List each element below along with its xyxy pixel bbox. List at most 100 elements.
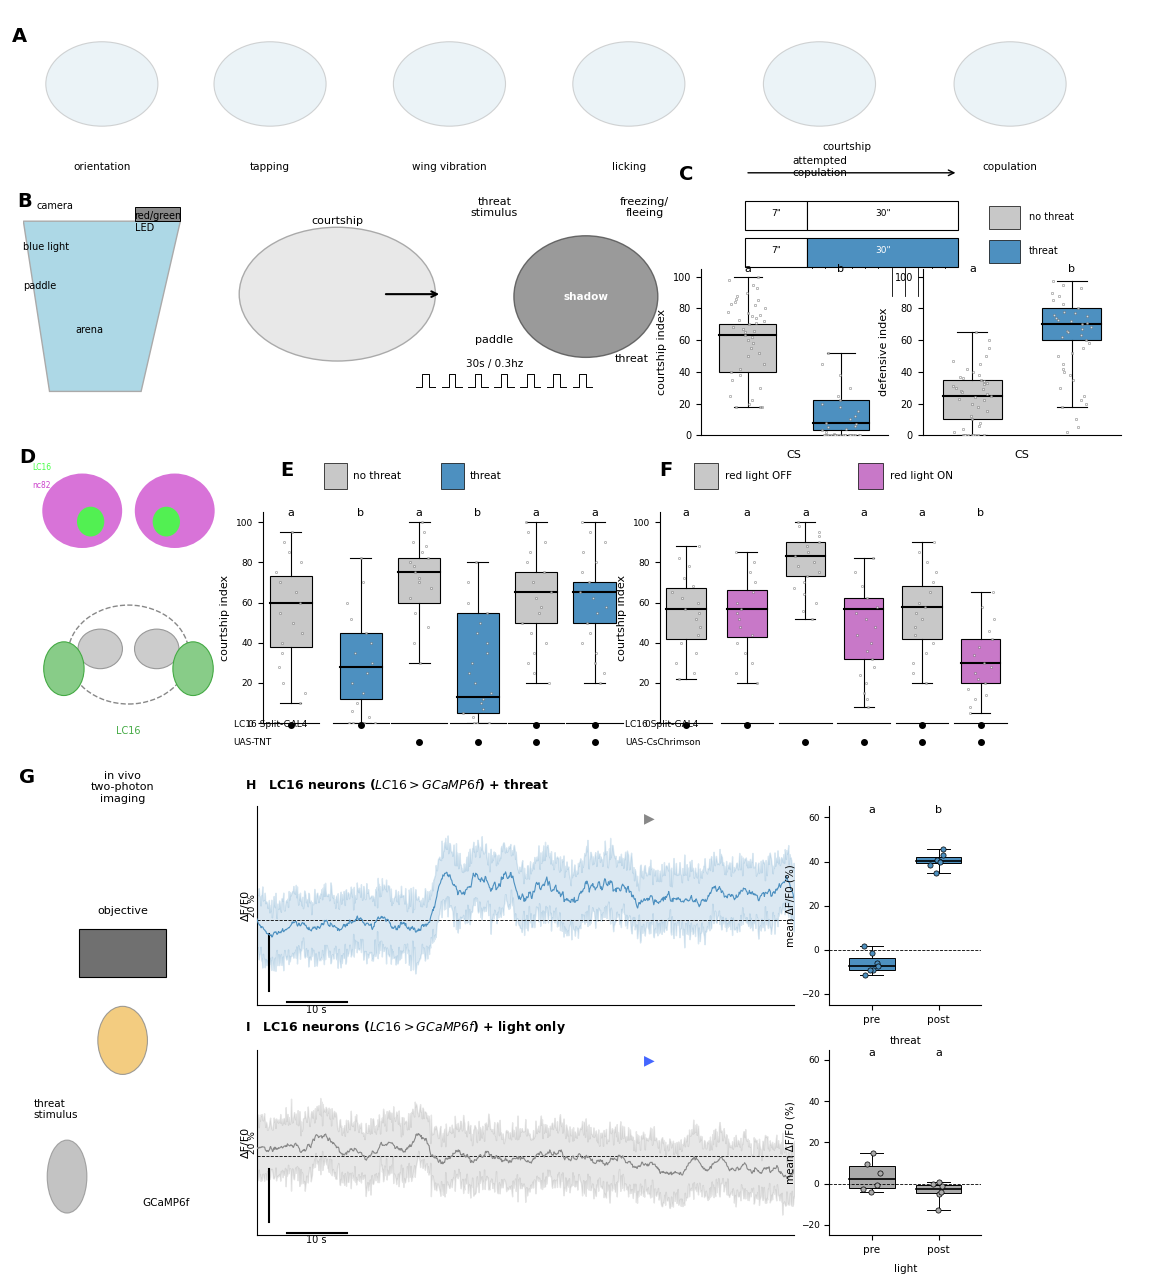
Point <box>1049 310 1068 330</box>
Point <box>819 343 837 364</box>
Bar <box>398 558 440 603</box>
Point <box>751 305 770 325</box>
Point <box>410 568 429 589</box>
Point <box>1069 298 1087 319</box>
Point <box>749 266 767 287</box>
Point <box>728 593 746 613</box>
Point <box>850 425 869 445</box>
Text: red light OFF: red light OFF <box>725 471 792 481</box>
Text: b: b <box>837 264 844 274</box>
Point <box>926 562 945 582</box>
Point <box>857 689 876 709</box>
Point <box>929 1199 947 1220</box>
Point <box>738 303 757 324</box>
Text: courtship: courtship <box>312 215 363 225</box>
Text: threat: threat <box>470 471 502 481</box>
Point <box>338 593 356 613</box>
Point <box>950 389 968 410</box>
Bar <box>989 239 1021 262</box>
Point <box>739 314 758 334</box>
Text: red light ON: red light ON <box>890 471 953 481</box>
Point <box>976 685 995 705</box>
Point <box>743 326 762 347</box>
Point <box>595 663 613 684</box>
Point <box>530 603 549 623</box>
Text: threat: threat <box>889 1037 922 1047</box>
Bar <box>1042 308 1101 340</box>
Point <box>466 673 485 694</box>
Point <box>930 1171 948 1192</box>
Point <box>526 643 544 663</box>
Point <box>586 552 605 572</box>
Text: B: B <box>16 192 32 211</box>
Point <box>958 358 976 379</box>
Point <box>905 625 924 645</box>
Bar <box>813 401 869 430</box>
Text: a: a <box>533 508 540 518</box>
Point <box>521 541 540 562</box>
Point <box>855 936 874 956</box>
Point <box>926 863 945 883</box>
Point <box>723 370 742 390</box>
Point <box>813 420 832 440</box>
Point <box>570 582 589 603</box>
Point <box>1075 385 1093 406</box>
Point <box>930 851 948 872</box>
Point <box>749 673 767 694</box>
Bar <box>79 928 166 977</box>
Ellipse shape <box>46 42 158 127</box>
Point <box>968 425 987 445</box>
Point <box>802 608 821 628</box>
Text: 30": 30" <box>875 246 890 255</box>
Point <box>816 412 835 433</box>
Point <box>944 376 962 397</box>
Point <box>588 603 606 623</box>
Point <box>979 338 997 358</box>
Point <box>985 608 1003 628</box>
Text: a: a <box>802 508 808 518</box>
Point <box>788 512 807 532</box>
Point <box>296 682 314 703</box>
Point <box>527 589 545 609</box>
Point <box>478 643 496 663</box>
Point <box>972 370 990 390</box>
Point <box>910 541 929 562</box>
Point <box>752 397 771 417</box>
Point <box>969 365 988 385</box>
Point <box>734 319 752 339</box>
Point <box>864 548 883 568</box>
Point <box>1054 353 1072 374</box>
Text: licking: licking <box>612 161 646 172</box>
Bar <box>916 1185 961 1193</box>
Point <box>858 640 877 660</box>
Point <box>983 582 1002 603</box>
Point <box>846 406 864 426</box>
Point <box>730 365 749 385</box>
Point <box>855 682 874 703</box>
Point <box>730 310 749 330</box>
Point <box>793 600 812 621</box>
Point <box>794 572 813 593</box>
Text: threat: threat <box>1029 246 1059 256</box>
Point <box>725 292 744 312</box>
Point <box>1049 346 1068 366</box>
Point <box>790 516 808 536</box>
Point <box>466 552 485 572</box>
Point <box>481 682 500 703</box>
Point <box>821 425 840 445</box>
Point <box>835 425 854 445</box>
Point <box>472 692 491 713</box>
Ellipse shape <box>47 1140 86 1213</box>
Bar <box>961 639 1000 684</box>
Point <box>580 522 599 543</box>
Text: H   LC16 neurons ($\it{LC16 > GCaMP6f}$) + threat: H LC16 neurons ($\it{LC16 > GCaMP6f}$) +… <box>245 777 549 791</box>
Y-axis label: defensive index: defensive index <box>880 307 889 397</box>
Bar <box>745 201 807 230</box>
Point <box>573 541 592 562</box>
Point <box>410 653 429 673</box>
Text: a: a <box>919 508 925 518</box>
Point <box>743 274 762 294</box>
Point <box>663 582 682 603</box>
Point <box>828 385 847 406</box>
Point <box>410 572 429 593</box>
